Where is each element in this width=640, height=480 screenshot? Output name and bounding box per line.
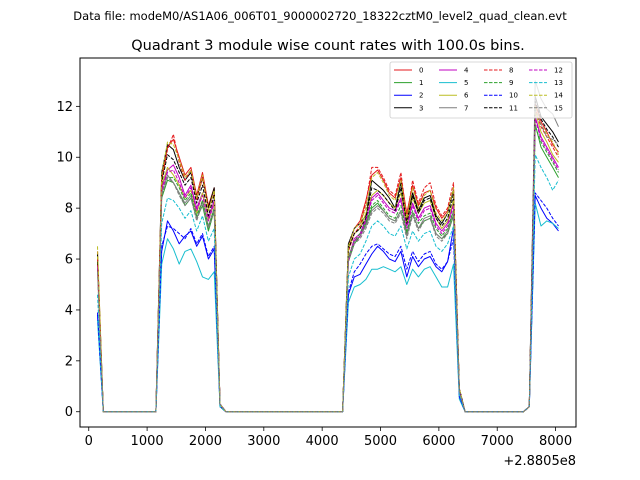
legend-label-14: 14 — [554, 92, 563, 100]
x-tick-label: 7000 — [481, 434, 514, 449]
x-tick-label: 1000 — [131, 434, 164, 449]
legend-label-9: 9 — [509, 79, 513, 87]
chart-suptitle: Data file: modeM0/AS1A06_006T01_90000027… — [73, 9, 567, 23]
x-axis: 0 1000 2000 3000 4000 5000 6000 7000 8000 — [85, 427, 572, 449]
x-tick-label: 3000 — [247, 434, 280, 449]
y-tick-label: 0 — [65, 405, 73, 420]
legend-label-8: 8 — [509, 67, 513, 75]
x-tick-label: 0 — [85, 434, 93, 449]
legend-label-0: 0 — [419, 67, 423, 75]
series-line-15 — [97, 108, 559, 413]
chart-title: Quadrant 3 module wise count rates with … — [131, 38, 525, 54]
x-tick-label: 6000 — [422, 434, 455, 449]
y-axis: 0 2 4 6 8 10 12 — [56, 100, 80, 420]
legend-label-15: 15 — [554, 104, 563, 112]
legend-label-6: 6 — [464, 92, 469, 100]
legend-label-1: 1 — [419, 79, 423, 87]
y-tick-label: 10 — [56, 151, 73, 166]
series-layer — [97, 80, 559, 413]
y-tick-label: 12 — [56, 100, 73, 115]
legend-label-7: 7 — [464, 104, 468, 112]
series-line-1 — [97, 123, 559, 413]
legend-box — [389, 61, 573, 119]
y-tick-label: 8 — [65, 202, 73, 217]
legend-label-4: 4 — [464, 67, 469, 75]
series-line-10 — [97, 192, 559, 413]
series-line-13 — [97, 154, 559, 413]
legend-label-11: 11 — [509, 104, 518, 112]
series-line-7 — [97, 80, 559, 413]
legend-label-5: 5 — [464, 79, 468, 87]
y-tick-label: 4 — [65, 303, 73, 318]
series-line-4 — [97, 116, 559, 413]
legend-label-13: 13 — [554, 79, 563, 87]
x-tick-label: 4000 — [306, 434, 339, 449]
plot-frame — [79, 57, 577, 428]
legend-label-10: 10 — [509, 92, 518, 100]
y-tick-label: 6 — [65, 253, 73, 268]
legend-label-12: 12 — [554, 67, 563, 75]
x-tick-label: 2000 — [189, 434, 222, 449]
series-line-8 — [97, 108, 559, 413]
y-tick-label: 2 — [65, 354, 73, 369]
legend-label-2: 2 — [419, 92, 423, 100]
x-tick-label: 5000 — [364, 434, 397, 449]
series-line-5 — [97, 202, 559, 413]
series-line-3 — [97, 95, 559, 413]
legend-label-3: 3 — [419, 104, 423, 112]
x-offset-label: +2.8805e8 — [503, 454, 576, 469]
x-tick-label: 8000 — [539, 434, 572, 449]
series-line-12 — [97, 118, 559, 413]
